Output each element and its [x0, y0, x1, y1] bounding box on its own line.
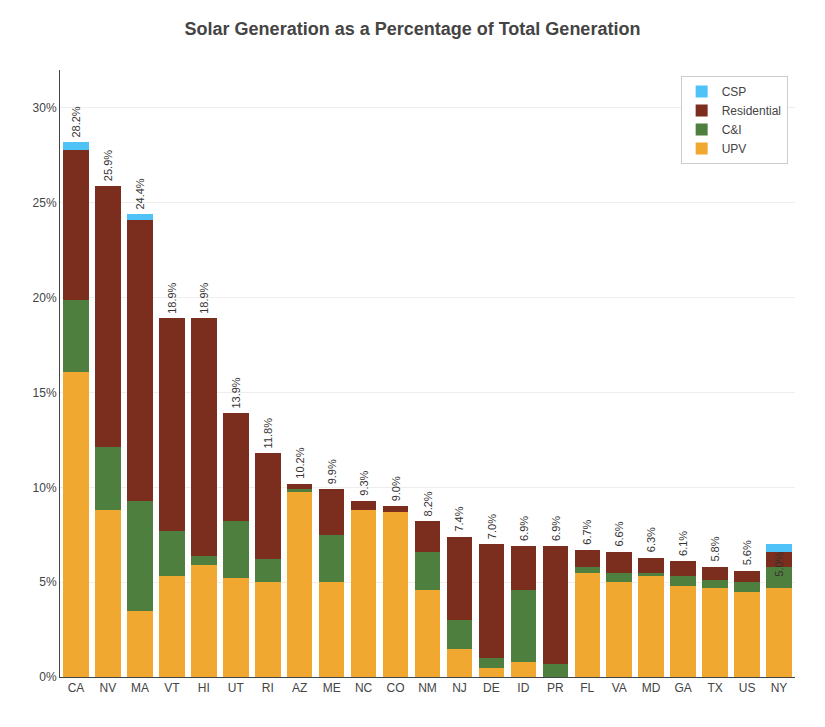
svg-text:6.6%: 6.6%	[613, 521, 625, 546]
svg-text:9.3%: 9.3%	[358, 470, 370, 495]
svg-text:18.9%: 18.9%	[198, 282, 210, 313]
svg-text:Solar Generation as a Percenta: Solar Generation as a Percentage of Tota…	[185, 19, 641, 39]
svg-text:NJ: NJ	[452, 681, 467, 695]
svg-text:CSP: CSP	[722, 85, 747, 99]
svg-text:10%: 10%	[33, 481, 57, 495]
svg-text:AZ: AZ	[292, 681, 307, 695]
svg-text:15%: 15%	[33, 386, 57, 400]
svg-text:5.6%: 5.6%	[741, 540, 753, 565]
svg-text:8.2%: 8.2%	[422, 491, 434, 516]
svg-text:NM: NM	[418, 681, 437, 695]
svg-text:13.9%: 13.9%	[230, 377, 242, 408]
svg-text:US: US	[739, 681, 756, 695]
svg-text:7.4%: 7.4%	[453, 506, 465, 531]
svg-text:25%: 25%	[33, 196, 57, 210]
svg-text:NC: NC	[355, 681, 373, 695]
svg-text:6.9%: 6.9%	[550, 516, 562, 541]
svg-text:9.0%: 9.0%	[390, 476, 402, 501]
svg-text:30%: 30%	[33, 101, 57, 115]
svg-text:VA: VA	[612, 681, 627, 695]
svg-text:CO: CO	[387, 681, 405, 695]
svg-text:5%: 5%	[39, 575, 57, 589]
svg-text:DE: DE	[483, 681, 500, 695]
svg-text:28.2%: 28.2%	[70, 106, 82, 137]
svg-text:6.1%: 6.1%	[677, 531, 689, 556]
svg-text:ID: ID	[517, 681, 529, 695]
svg-text:20%: 20%	[33, 291, 57, 305]
svg-text:5.8%: 5.8%	[709, 536, 721, 561]
svg-text:5.0%: 5.0%	[773, 551, 785, 576]
svg-text:C&I: C&I	[722, 123, 742, 137]
svg-text:25.9%: 25.9%	[102, 150, 114, 181]
svg-text:NY: NY	[771, 681, 788, 695]
svg-text:TX: TX	[707, 681, 722, 695]
svg-text:6.7%: 6.7%	[581, 519, 593, 544]
svg-text:RI: RI	[262, 681, 274, 695]
svg-text:6.9%: 6.9%	[518, 516, 530, 541]
svg-text:NV: NV	[100, 681, 117, 695]
svg-text:UPV: UPV	[722, 142, 747, 156]
svg-text:ME: ME	[323, 681, 341, 695]
svg-text:11.8%: 11.8%	[262, 418, 274, 449]
svg-text:GA: GA	[674, 681, 691, 695]
svg-text:18.9%: 18.9%	[166, 282, 178, 313]
svg-text:MD: MD	[642, 681, 661, 695]
svg-text:MA: MA	[131, 681, 149, 695]
svg-text:24.4%: 24.4%	[134, 178, 146, 209]
svg-text:9.9%: 9.9%	[326, 459, 338, 484]
svg-text:10.2%: 10.2%	[294, 447, 306, 478]
svg-text:6.3%: 6.3%	[645, 527, 657, 552]
svg-text:PR: PR	[547, 681, 564, 695]
svg-text:7.0%: 7.0%	[486, 514, 498, 539]
svg-text:0%: 0%	[39, 670, 57, 684]
svg-text:HI: HI	[198, 681, 210, 695]
svg-text:VT: VT	[164, 681, 180, 695]
svg-text:Residential: Residential	[722, 104, 781, 118]
svg-text:FL: FL	[580, 681, 594, 695]
svg-text:UT: UT	[228, 681, 245, 695]
svg-text:CA: CA	[68, 681, 85, 695]
